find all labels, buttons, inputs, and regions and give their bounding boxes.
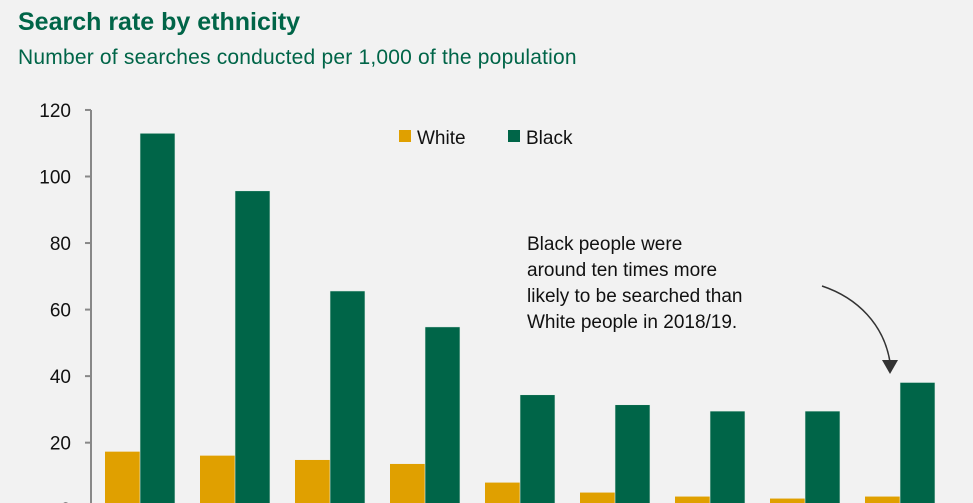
bar-white-5 bbox=[485, 482, 520, 503]
legend-label-white: White bbox=[417, 128, 466, 149]
bar-white-8 bbox=[770, 498, 805, 503]
bar-white-2 bbox=[200, 455, 235, 503]
legend-swatch-white bbox=[399, 130, 411, 142]
annotation-text: Black people were around ten times more … bbox=[527, 234, 743, 333]
chart-subtitle: Number of searches conducted per 1,000 o… bbox=[18, 46, 577, 69]
chart-title: Search rate by ethnicity bbox=[18, 8, 301, 36]
y-tick-label: 0 bbox=[60, 500, 71, 503]
legend-label-black: Black bbox=[526, 128, 573, 149]
bar-black-4 bbox=[424, 326, 461, 503]
bar-black-2 bbox=[234, 190, 271, 503]
bar-white-7 bbox=[675, 496, 710, 503]
y-tick-label: 80 bbox=[50, 234, 71, 255]
bar-black-5 bbox=[519, 394, 556, 503]
bar-black-3 bbox=[329, 290, 366, 503]
bar-white-3 bbox=[295, 459, 330, 503]
bar-white-4 bbox=[390, 463, 425, 503]
bar-black-7 bbox=[709, 410, 746, 503]
bar-black-6 bbox=[614, 404, 651, 503]
bar-black-9 bbox=[899, 382, 936, 503]
annotation-arrow bbox=[821, 285, 898, 374]
y-tick-label: 120 bbox=[39, 101, 71, 122]
y-tick-label: 20 bbox=[50, 434, 71, 455]
bar-white-6 bbox=[580, 492, 615, 503]
legend-swatch-black bbox=[508, 130, 520, 142]
bar-black-8 bbox=[804, 410, 841, 503]
y-tick-label: 40 bbox=[50, 367, 71, 388]
y-tick-label: 60 bbox=[50, 301, 71, 322]
bar-white-1 bbox=[105, 451, 140, 503]
y-tick-label: 100 bbox=[39, 168, 71, 189]
bar-white-9 bbox=[865, 496, 900, 503]
bar-black-1 bbox=[139, 132, 176, 503]
legend: White Black bbox=[399, 128, 573, 149]
